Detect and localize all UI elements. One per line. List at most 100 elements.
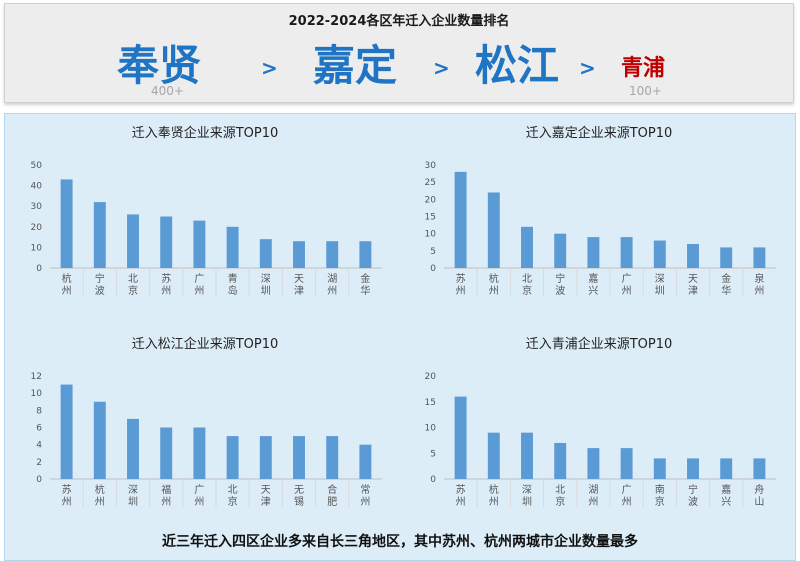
arrow-2: > [433,56,450,80]
arrow-3: > [579,56,596,80]
chart-title: 迁入松江企业来源TOP10 [132,336,279,352]
bar-chart-svg: 迁入青浦企业来源TOP10 0 5 10 15 20 苏州杭州深圳北京湖州广州南京宁波嘉兴舟… [425,336,776,508]
bar [720,458,733,479]
y-tick-label: 20 [425,195,437,205]
chart-title: 迁入奉贤企业来源TOP10 [132,125,279,141]
bar [454,171,467,268]
bar [620,237,633,268]
y-tick-label: 4 [36,441,42,451]
x-tick-label: 泉州 [754,272,764,297]
y-tick-label: 0 [36,475,42,485]
x-tick-label: 金华 [360,272,370,297]
rank-4-note: 100+ [629,84,662,98]
x-tick-label: 深圳 [655,273,665,297]
y-tick-label: 20 [425,372,437,382]
y-tick-label: 30 [425,161,437,171]
bar [587,448,600,479]
bar-chart-svg: 迁入嘉定企业来源TOP10 0 5 10 15 20 25 30 苏州杭州北京宁波嘉兴广州深圳天… [425,125,776,297]
rank-2-label: 嘉定 [313,41,398,90]
bar [60,384,73,479]
x-tick-label: 广州 [194,273,204,297]
bar [653,240,666,268]
y-tick-label: 5 [430,247,436,257]
x-tick-label: 嘉兴 [588,272,598,297]
x-tick-label: 北京 [555,484,565,508]
bar [521,432,533,479]
chart-title: 迁入嘉定企业来源TOP10 [526,125,673,141]
bar [620,448,633,479]
bar [259,239,272,268]
x-tick-label: 天津 [688,274,698,297]
bar [259,436,272,479]
y-tick-label: 0 [430,475,436,485]
bar [293,241,305,268]
x-tick-label: 苏州 [456,483,466,508]
y-tick-label: 10 [31,389,43,399]
arrow-1: > [261,56,278,80]
bar-chart-svg: 迁入奉贤企业来源TOP10 0 10 20 30 40 50 杭州宁波北京苏州广州青岛深圳天津… [31,125,382,297]
chart-fengxian: 迁入奉贤企业来源TOP10 0 10 20 30 40 50 杭州 宁波 北京 苏州 广州 青岛 深圳 天津… [10,115,400,330]
x-tick-label: 广州 [194,484,204,508]
bar [720,247,733,268]
y-tick-label: 20 [31,223,43,233]
bar [193,427,206,479]
x-tick-label: 合肥 [327,483,337,508]
x-tick-label: 苏州 [161,272,171,297]
x-tick-label: 杭州 [62,272,72,297]
chart-jiading: 迁入嘉定企业来源TOP10 0 5 10 15 20 25 30 苏州 杭州 北京 宁波 嘉兴 广州 深圳天… [404,115,794,330]
y-tick-label: 30 [31,202,43,212]
bar-chart-svg: 迁入松江企业来源TOP10 0 2 4 6 8 10 12 苏州杭州深圳福州广州北京天津无锡合肥… [31,336,382,508]
x-tick-label: 北京 [522,273,532,297]
bar [359,241,372,268]
x-tick-label: 福州 [161,483,171,508]
y-tick-label: 40 [31,182,43,192]
x-tick-label: 宁波 [555,272,565,297]
y-tick-label: 15 [425,213,436,223]
y-tick-label: 15 [425,398,436,408]
y-tick-label: 12 [31,372,42,382]
bar [127,418,139,479]
bar [587,237,600,268]
bar [487,432,500,479]
bar [653,458,666,479]
rank-3-label: 松江 [475,41,560,90]
bar [554,233,567,268]
bar [160,216,173,268]
bar [521,226,533,268]
chart-songjiang: 迁入松江企业来源TOP10 0 2 4 6 8 10 12 苏州 杭州 深圳 福州 广州 北京 天津 无锡 合肥… [10,326,400,541]
x-tick-label: 嘉兴 [721,483,731,508]
x-tick-label: 深圳 [128,484,138,508]
bar [226,436,239,479]
x-tick-label: 广州 [622,484,632,508]
bar [687,243,699,268]
x-tick-label: 湖州 [588,484,598,508]
y-tick-label: 50 [31,161,43,171]
y-tick-label: 25 [425,178,436,188]
x-tick-label: 北京 [128,273,138,297]
x-tick-label: 杭州 [489,272,499,297]
x-tick-label: 无锡 [294,485,304,508]
x-tick-label: 舟山 [754,483,764,508]
page-title: 2022-2024各区年迁入企业数量排名 [288,14,510,29]
y-tick-label: 2 [36,458,42,468]
bar [753,458,766,479]
x-tick-label: 深圳 [261,273,271,297]
conclusion-text: 近三年迁入四区企业多来自长三角地区，其中苏州、杭州两城市企业数量最多 [162,534,638,550]
bar [753,247,766,268]
bar [326,436,339,479]
x-tick-label: 杭州 [489,483,499,508]
bar [454,396,467,479]
chart-title: 迁入青浦企业来源TOP10 [526,336,673,352]
y-tick-label: 8 [36,406,42,416]
rank-4-label: 青浦 [621,56,666,81]
x-tick-label: 宁波 [95,272,105,297]
rank-1-label: 奉贤 [117,41,202,90]
x-tick-label: 南京 [655,483,665,508]
bar [60,179,73,268]
y-tick-label: 6 [36,424,42,434]
chart-qingpu: 迁入青浦企业来源TOP10 0 5 10 15 20 苏州 杭州 深圳 北京 湖州 广州 南京 宁波 嘉兴舟… [404,326,794,541]
bar [127,214,139,268]
bar [293,436,305,479]
bar [226,226,239,268]
bar [93,401,106,479]
